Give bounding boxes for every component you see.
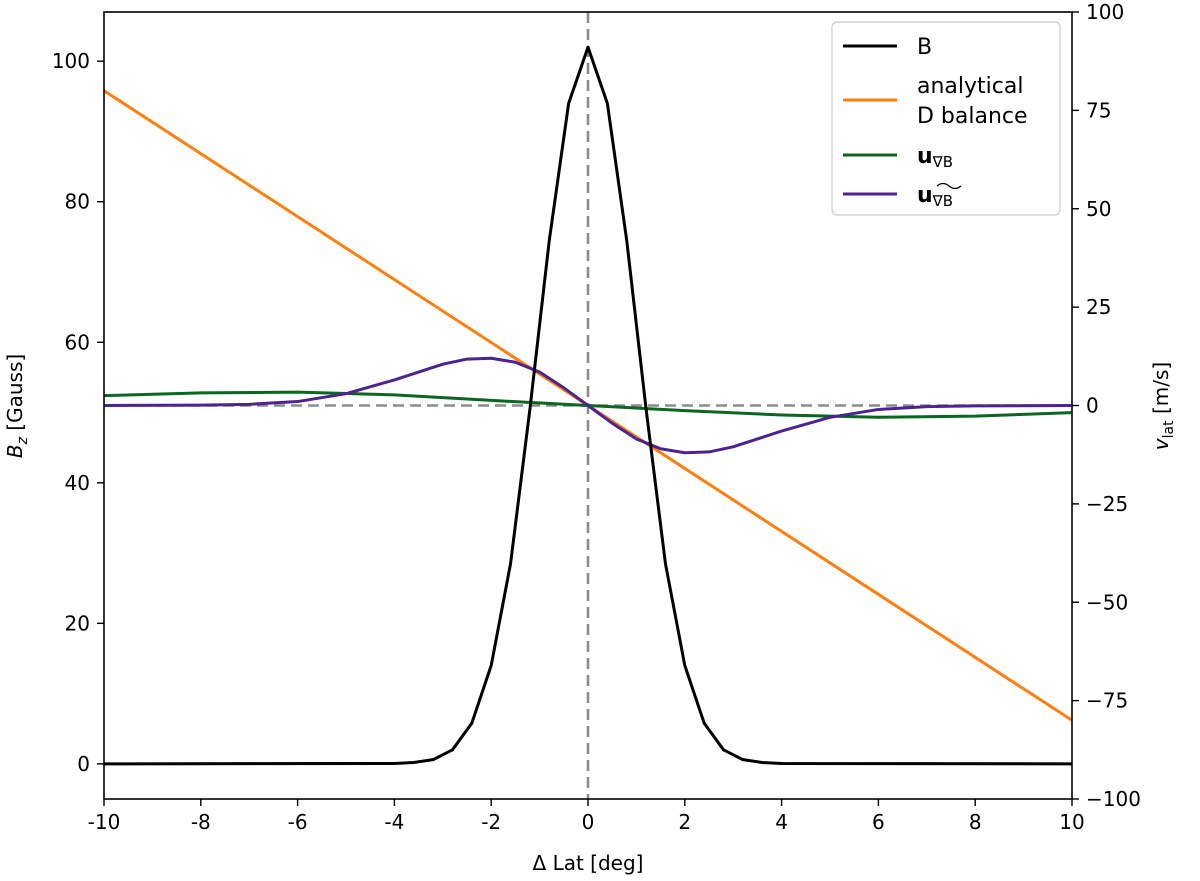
right-y-tick-label: −100 (1086, 787, 1141, 811)
legend-label-u-gradb: u∇B (917, 144, 953, 171)
left-y-axis-ticks: 0 20 40 60 80 100 (52, 49, 104, 776)
x-axis-label: Δ Lat [deg] (533, 851, 644, 875)
x-tick-label: 4 (775, 810, 788, 834)
right-y-tick-label: 100 (1086, 0, 1124, 24)
right-y-tick-label: −50 (1086, 590, 1128, 614)
x-tick-label: -4 (384, 810, 404, 834)
x-tick-label: -8 (191, 810, 211, 834)
x-tick-label: 2 (678, 810, 691, 834)
left-y-axis-label: Bz [Gauss] (3, 354, 31, 458)
left-y-tick-label: 100 (52, 49, 90, 73)
left-y-tick-label: 20 (65, 611, 90, 635)
left-y-tick-label: 40 (65, 471, 90, 495)
x-tick-label: 8 (969, 810, 982, 834)
right-y-tick-label: −75 (1086, 689, 1128, 713)
x-tick-label: 10 (1059, 810, 1084, 834)
right-y-axis-label: vlat [m/s] (1149, 362, 1177, 450)
series-line-0 (103, 45, 1073, 766)
legend-box (831, 21, 1061, 216)
legend-label-u-gradb-tilde: u∇B (917, 183, 953, 210)
x-tick-label: -6 (288, 810, 308, 834)
right-y-tick-label: 25 (1086, 295, 1111, 319)
plot-lines (103, 45, 1073, 766)
right-y-tick-label: 75 (1086, 98, 1111, 122)
legend-label-analytical-line1: analytical (917, 74, 1023, 99)
right-y-tick-label: 0 (1086, 394, 1099, 418)
x-tick-label: 6 (872, 810, 885, 834)
left-y-tick-label: 80 (65, 190, 90, 214)
right-y-tick-label: −25 (1086, 492, 1128, 516)
x-axis-ticks: -10 -8 -6 -4 -2 0 2 4 6 8 10 (88, 799, 1085, 834)
right-y-tick-label: 50 (1086, 197, 1111, 221)
left-y-tick-label: 60 (65, 330, 90, 354)
legend-label-analytical-line2: D balance (917, 104, 1028, 129)
right-y-axis-ticks: −100 −75 −50 −25 0 25 50 75 100 (1072, 0, 1141, 811)
x-tick-label: 0 (582, 810, 595, 834)
x-tick-label: -2 (481, 810, 501, 834)
left-y-tick-label: 0 (77, 752, 90, 776)
legend-tilde-mark (936, 182, 962, 190)
legend-label-b: B (917, 35, 932, 60)
series-line-3 (103, 356, 1073, 455)
x-tick-label: -10 (88, 810, 121, 834)
legend: B analytical D balance u∇B u∇B (831, 21, 1061, 216)
